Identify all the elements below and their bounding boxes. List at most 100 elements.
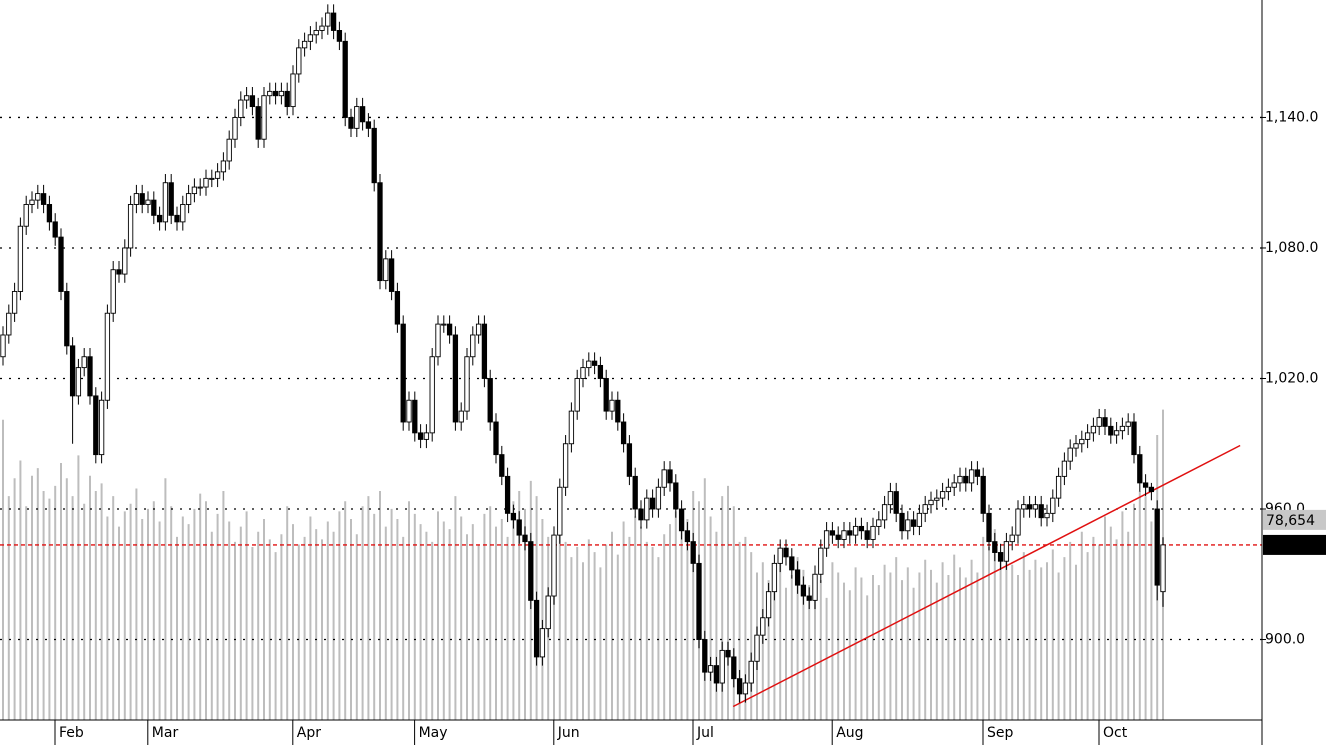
candle-body (145, 199, 151, 205)
candle-body (661, 469, 667, 488)
candle-body (330, 12, 337, 31)
last-price-label: 943.49 (1268, 538, 1317, 554)
candle-body (1090, 425, 1097, 434)
candle-body (249, 95, 256, 108)
candle-body (446, 323, 453, 336)
candle-body (493, 421, 499, 456)
y-tick-label: 1,020.0 (1265, 370, 1318, 386)
candle-body (40, 193, 47, 205)
candle-body (557, 486, 563, 536)
candle-body (35, 193, 41, 201)
candle-body (1032, 504, 1039, 510)
candle-body (504, 475, 511, 514)
candle-body (893, 491, 899, 514)
candle-body (458, 410, 464, 423)
y-tick-label: 1,080.0 (1265, 240, 1318, 256)
candle-body (1015, 508, 1021, 536)
candle-body (325, 12, 331, 27)
candle-body (754, 634, 760, 662)
candle-body (603, 378, 609, 412)
candle-body (290, 73, 296, 108)
candle-body (696, 562, 702, 640)
candle-body (29, 199, 35, 205)
candle-body (916, 512, 923, 527)
candle-body (46, 204, 53, 223)
candle-body (1096, 417, 1102, 427)
volume-marker-label: 78,654 (1266, 513, 1315, 529)
candle-body (93, 395, 99, 456)
candle-body (116, 269, 122, 275)
candle-body (383, 258, 389, 282)
candle-body (487, 378, 493, 423)
candle-body (789, 556, 795, 571)
candle-body (1102, 417, 1108, 427)
candle-body (441, 323, 447, 326)
candle-body (963, 475, 969, 484)
candle-body (348, 117, 354, 129)
candle-body (794, 569, 801, 586)
candle-body (719, 649, 725, 684)
candle-body (945, 486, 952, 493)
candle-body (928, 499, 934, 506)
candle-body (371, 127, 377, 184)
candle-body (464, 356, 470, 412)
volume-marker-box (1263, 509, 1326, 530)
candle-body (104, 312, 111, 401)
candle-body (881, 504, 888, 521)
candle-body (899, 512, 905, 532)
candle-body (597, 364, 604, 379)
candle-body (649, 497, 656, 510)
candle-body (528, 541, 534, 601)
candle-body (841, 530, 847, 540)
x-tick-label: Apr (297, 725, 321, 741)
candle-body (974, 469, 981, 477)
candle-body (806, 595, 812, 601)
candle-body (876, 519, 882, 527)
candle-body (342, 40, 348, 118)
candle-body (394, 291, 401, 325)
candle-body (336, 30, 343, 42)
candle-body (174, 214, 180, 223)
candle-body (1137, 454, 1143, 484)
candle-body (278, 90, 285, 97)
candle-body (377, 182, 383, 282)
candle-body (957, 475, 963, 484)
candle-body (1026, 504, 1033, 510)
candle-body (939, 491, 946, 499)
candle-body (632, 475, 638, 510)
candle-body (412, 399, 418, 434)
candle-body (127, 204, 134, 249)
candle-body (980, 475, 986, 514)
candle-body (17, 225, 24, 292)
candle-body (1131, 421, 1137, 456)
y-tick-label: 900.0 (1265, 632, 1305, 648)
candle-body (452, 334, 459, 423)
candle-body (667, 469, 673, 484)
candle-body (1055, 475, 1062, 499)
candle-body (122, 247, 128, 275)
candle-body (162, 182, 169, 223)
candle-body (365, 121, 372, 129)
candle-body (470, 334, 476, 358)
candle-body (1021, 504, 1027, 510)
candle-body (203, 177, 209, 188)
candle-body (168, 182, 174, 216)
candle-body (1084, 432, 1091, 440)
candle-body (992, 541, 998, 553)
candle-body (255, 106, 261, 140)
candle-body (214, 171, 221, 179)
candle-body (760, 617, 766, 636)
candle-body (98, 399, 105, 456)
candle-body (638, 508, 644, 521)
candle-body (481, 323, 488, 379)
candle-body (586, 360, 592, 369)
candle-body (934, 497, 940, 501)
candle-body (835, 534, 841, 540)
candle-body (1142, 482, 1149, 488)
candle-body (765, 591, 772, 619)
x-tick-label: Mar (152, 725, 179, 741)
candle-body (400, 323, 406, 423)
candle-body (52, 221, 58, 238)
candle-body (139, 193, 145, 205)
